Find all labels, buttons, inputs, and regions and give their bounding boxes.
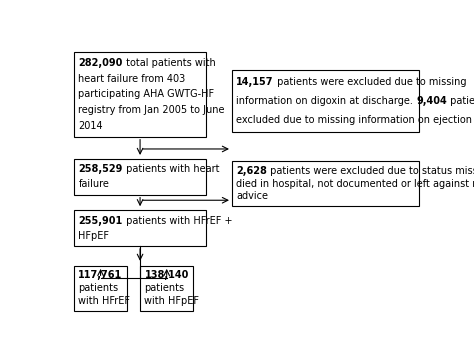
Text: died in hospital, not documented or left against medical: died in hospital, not documented or left… — [237, 178, 474, 188]
Text: excluded due to missing information on ejection fraction: excluded due to missing information on e… — [237, 115, 474, 125]
Text: 14,157: 14,157 — [237, 77, 274, 87]
Bar — [140, 266, 193, 311]
Text: 138,140: 138,140 — [145, 270, 189, 280]
Text: registry from Jan 2005 to June: registry from Jan 2005 to June — [78, 105, 225, 115]
Text: heart failure from 403: heart failure from 403 — [78, 74, 186, 84]
Text: patients with HFrEF +: patients with HFrEF + — [123, 216, 232, 226]
Text: patients were: patients were — [447, 96, 474, 106]
Text: 117,761: 117,761 — [78, 270, 123, 280]
Text: 282,090: 282,090 — [78, 58, 123, 68]
Text: patients with heart: patients with heart — [123, 164, 219, 174]
Bar — [232, 70, 419, 132]
Text: 2014: 2014 — [78, 121, 103, 131]
Text: total patients with: total patients with — [123, 58, 216, 68]
Text: with HFpEF: with HFpEF — [145, 296, 200, 306]
Text: patients: patients — [145, 283, 184, 293]
Text: patients were excluded due to status missing,: patients were excluded due to status mis… — [267, 165, 474, 176]
Bar — [232, 161, 419, 206]
Text: patients: patients — [78, 283, 118, 293]
Text: 2,628: 2,628 — [237, 165, 267, 176]
Text: with HFrEF: with HFrEF — [78, 296, 130, 306]
Bar — [74, 52, 206, 137]
Bar — [74, 210, 206, 246]
Text: advice: advice — [237, 191, 268, 201]
Text: 258,529: 258,529 — [78, 164, 123, 174]
Text: 9,404: 9,404 — [416, 96, 447, 106]
Text: information on digoxin at discharge.: information on digoxin at discharge. — [237, 96, 416, 106]
Text: 255,901: 255,901 — [78, 216, 123, 226]
Text: participating AHA GWTG-HF: participating AHA GWTG-HF — [78, 89, 214, 99]
Text: failure: failure — [78, 179, 109, 189]
Text: patients were excluded due to missing: patients were excluded due to missing — [274, 77, 466, 87]
Bar — [74, 159, 206, 195]
Bar — [74, 266, 127, 311]
Text: HFpEF: HFpEF — [78, 230, 109, 241]
